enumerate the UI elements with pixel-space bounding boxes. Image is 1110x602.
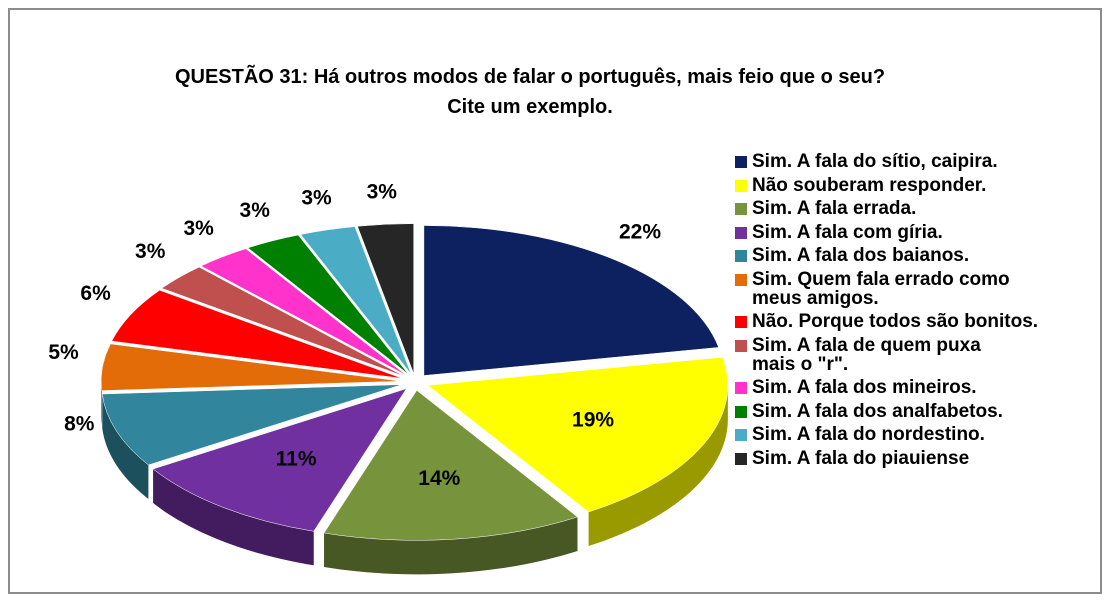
data-label: 5% <box>48 341 79 364</box>
legend-item: Sim. A fala com gíria. <box>735 223 1105 242</box>
legend-item: Sim. A fala dos analfabetos. <box>735 402 1105 421</box>
data-label: 14% <box>418 467 460 490</box>
legend-swatch <box>735 405 747 418</box>
data-label: 6% <box>80 282 111 305</box>
slice-side <box>588 385 728 546</box>
slice-side <box>324 516 578 575</box>
legend-label: Sim. Quem fala errado como meus amigos. <box>752 268 1010 309</box>
slice-side-shade <box>101 381 102 425</box>
slice <box>100 343 402 391</box>
chart-title: QUESTÃO 31: Há outros modos de falar o p… <box>174 66 886 118</box>
slice <box>427 356 729 513</box>
legend-item: Não souberam responder. <box>735 176 1105 195</box>
data-label: 8% <box>64 413 95 436</box>
legend-swatch <box>735 250 747 262</box>
slice <box>161 266 405 377</box>
slice-tops <box>100 223 729 541</box>
legend-swatch <box>735 226 747 239</box>
legend-swatch <box>735 316 747 328</box>
legend-label: Sim. A fala de quem puxa mais o "r". <box>752 334 981 375</box>
data-label: 3% <box>301 187 332 210</box>
legend-label: Sim. A fala do piauiense <box>752 447 970 469</box>
legend-label: Sim. A fala dos mineiros. <box>752 377 977 398</box>
legend-swatch <box>735 339 747 352</box>
legend-label: Sim. A fala dos analfabetos. <box>752 400 1003 422</box>
legend-swatch <box>735 382 747 394</box>
data-label: 22% <box>619 220 661 243</box>
slice-side-shade <box>102 394 149 499</box>
legend-swatch <box>735 452 747 465</box>
slice-side-shade <box>324 516 578 575</box>
legend-item: Sim. A fala de quem puxa mais o "r". <box>735 336 1105 374</box>
legend-swatch <box>735 273 747 286</box>
slice <box>152 388 408 532</box>
legend-label: Sim. A fala do sítio, caipira. <box>752 151 998 172</box>
legend-label: Não. Porque todos são bonitos. <box>752 311 1039 332</box>
slice-sides <box>101 381 728 575</box>
legend-item: Não. Porque todos são bonitos. <box>735 312 1105 331</box>
legend-label: Não souberam responder. <box>752 174 987 196</box>
slice <box>200 248 407 376</box>
slice-side <box>101 381 102 425</box>
legend-item: Sim. A fala errada. <box>735 199 1105 218</box>
legend-item: Sim. A fala do nordestino. <box>735 425 1105 444</box>
legend-item: Sim. A fala dos baianos. <box>735 246 1105 265</box>
data-label: 11% <box>276 447 317 470</box>
data-label: 3% <box>135 240 166 263</box>
legend-label: Sim. A fala do nordestino. <box>752 424 985 445</box>
legend-swatch <box>735 203 747 215</box>
legend-label: Sim. A fala dos baianos. <box>752 245 970 266</box>
slice-side <box>102 394 149 499</box>
slice <box>423 225 719 376</box>
data-label: 3% <box>367 180 398 203</box>
slice-side <box>153 469 314 566</box>
slice <box>111 289 403 379</box>
data-label: 3% <box>183 217 214 240</box>
slice-side-shade <box>153 469 314 566</box>
legend-swatch <box>735 156 747 168</box>
slice <box>300 226 412 375</box>
legend-item: Sim. Quem fala errado como meus amigos. <box>735 270 1105 308</box>
legend-item: Sim. A fala do piauiense <box>735 449 1105 468</box>
legend-label: Sim. A fala com gíria. <box>752 221 943 243</box>
legend-swatch <box>735 179 747 192</box>
data-label: 3% <box>240 199 271 222</box>
slice <box>101 384 402 466</box>
legend-item: Sim. A fala dos mineiros. <box>735 378 1105 397</box>
data-label: 19% <box>572 409 614 432</box>
slice <box>323 389 579 541</box>
frame <box>8 8 1102 594</box>
legend: Sim. A fala do sítio, caipira. Não souber… <box>735 152 1105 472</box>
slice <box>357 223 414 374</box>
legend-item: Sim. A fala do sítio, caipira. <box>735 152 1105 171</box>
slice-side-shade <box>588 385 728 546</box>
legend-swatch <box>735 429 747 441</box>
slice <box>247 234 409 375</box>
legend-label: Sim. A fala errada. <box>752 198 917 219</box>
